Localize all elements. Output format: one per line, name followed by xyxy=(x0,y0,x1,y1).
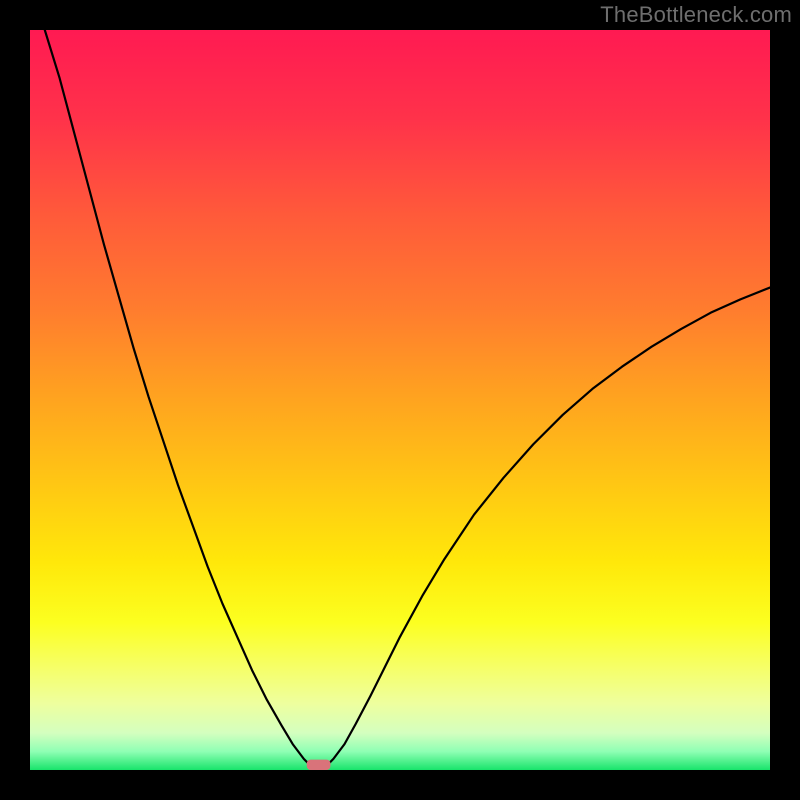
plot-background xyxy=(30,30,770,770)
optimal-marker xyxy=(307,760,331,770)
chart-container: TheBottleneck.com xyxy=(0,0,800,800)
bottleneck-curve-chart xyxy=(0,0,800,800)
watermark-text: TheBottleneck.com xyxy=(600,2,792,28)
